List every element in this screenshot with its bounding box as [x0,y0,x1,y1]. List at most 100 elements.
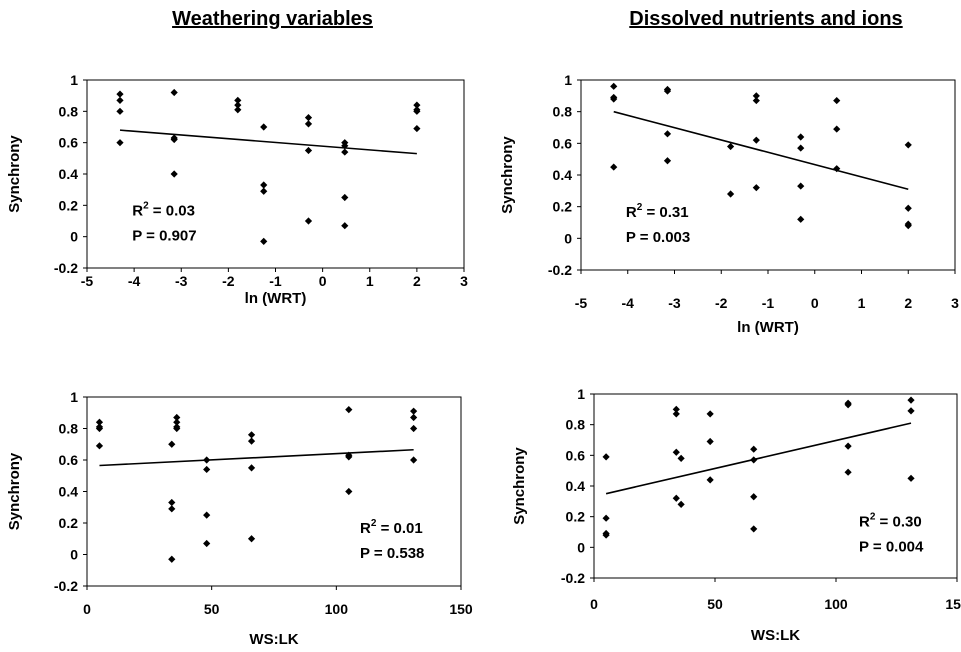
y-tick-label: -0.2 [561,570,585,586]
data-point [116,139,124,147]
data-point [203,511,211,519]
y-tick-label: -0.2 [54,260,78,276]
x-tick-label: 50 [707,596,723,612]
data-point [833,96,841,105]
x-tick-label: -5 [81,273,94,289]
data-point [727,142,735,151]
data-point [247,535,256,543]
y-tick-label: 0.2 [553,199,573,215]
data-point [413,107,421,115]
x-tick-label: 0 [590,596,598,612]
r-squared-annotation: R2 = 0.31 [626,202,689,221]
trend-line [119,129,417,155]
data-point [341,148,349,156]
data-point [752,92,760,100]
data-point [203,456,211,464]
data-point [706,437,714,446]
data-point [116,90,124,98]
p-value-annotation: P = 0.538 [360,545,424,562]
data-point [750,493,758,501]
x-tick-label: 2 [413,273,421,289]
data-point [750,456,758,464]
data-point [602,514,610,522]
data-point [706,476,714,484]
x-tick-label: -1 [762,295,775,311]
data-point [260,181,268,189]
data-point [260,187,268,195]
data-point [168,555,176,563]
data-point [304,146,313,155]
x-tick-label: 150 [945,596,961,612]
y-tick-label: 1 [564,72,572,88]
data-point [904,141,912,149]
data-point [410,456,418,464]
data-point [610,95,618,103]
x-tick-label: -4 [128,273,141,289]
p-value-annotation: P = 0.003 [626,229,690,246]
y-tick-label: 1 [70,72,78,88]
p-value-annotation: P = 0.004 [859,538,924,555]
x-axis-label: WS:LK [249,631,298,648]
y-tick-label: 1 [70,389,78,405]
data-point [833,165,841,173]
data-point [247,431,256,439]
data-point [907,474,915,482]
data-point [797,133,805,141]
data-point [95,424,104,433]
x-axis-label: ln (WRT) [245,290,307,307]
data-point [663,130,672,138]
x-tick-label: 0 [83,601,91,617]
x-axis-label: WS:LK [751,627,800,644]
trend-line [99,448,414,467]
y-tick-label: 0.8 [553,104,573,120]
y-tick-label: 0.4 [59,484,79,500]
x-tick-label: 0 [319,273,327,289]
r-squared-annotation: R2 = 0.30 [859,511,922,530]
data-point [234,106,242,114]
column-title-dissolved-nutrients: Dissolved nutrients and ions [629,8,903,30]
data-point [345,453,353,461]
x-tick-label: 1 [366,273,374,289]
y-tick-label: 0.6 [566,447,586,463]
data-point [797,144,805,152]
data-point [907,407,915,415]
y-tick-label: 0.4 [59,166,79,182]
y-tick-label: -0.2 [54,578,78,594]
data-point [173,413,181,422]
y-axis-label: Synchrony [499,136,516,214]
data-point [727,190,735,198]
data-point [260,123,268,131]
x-tick-label: 3 [951,295,959,311]
y-tick-label: 0.6 [59,135,79,151]
x-tick-label: 1 [858,295,866,311]
y-tick-label: -0.2 [548,262,572,278]
data-point [170,88,178,97]
scatter-panel-1: -0.2 0 0.2 0.4 0.6 0.8 1 -5 -4 -3 -2 -1 0 1 2 3 ln (WRT)… [6,72,468,307]
data-point [752,136,760,144]
x-tick-label: 3 [460,273,468,289]
data-point [904,204,912,212]
trend-line [613,110,909,191]
y-tick-label: 1 [577,386,585,402]
data-point [706,410,714,418]
x-tick-label: -4 [622,295,635,311]
y-tick-label: 0.6 [553,135,573,151]
y-tick-label: 0 [564,230,572,246]
data-point [672,494,680,502]
y-tick-label: 0.2 [59,515,79,531]
y-tick-label: 0.2 [59,197,79,213]
y-tick-label: 0 [70,547,78,563]
data-point [663,87,672,95]
data-point [672,410,680,418]
data-point [173,424,181,433]
data-point [677,500,685,508]
data-point [304,120,313,128]
data-point [410,424,418,433]
data-point [410,407,418,415]
data-point [260,237,268,245]
data-point [413,101,421,109]
p-value-annotation: P = 0.907 [132,227,196,244]
y-tick-label: 0.8 [59,421,79,437]
data-point [672,448,680,456]
data-point [602,531,610,539]
